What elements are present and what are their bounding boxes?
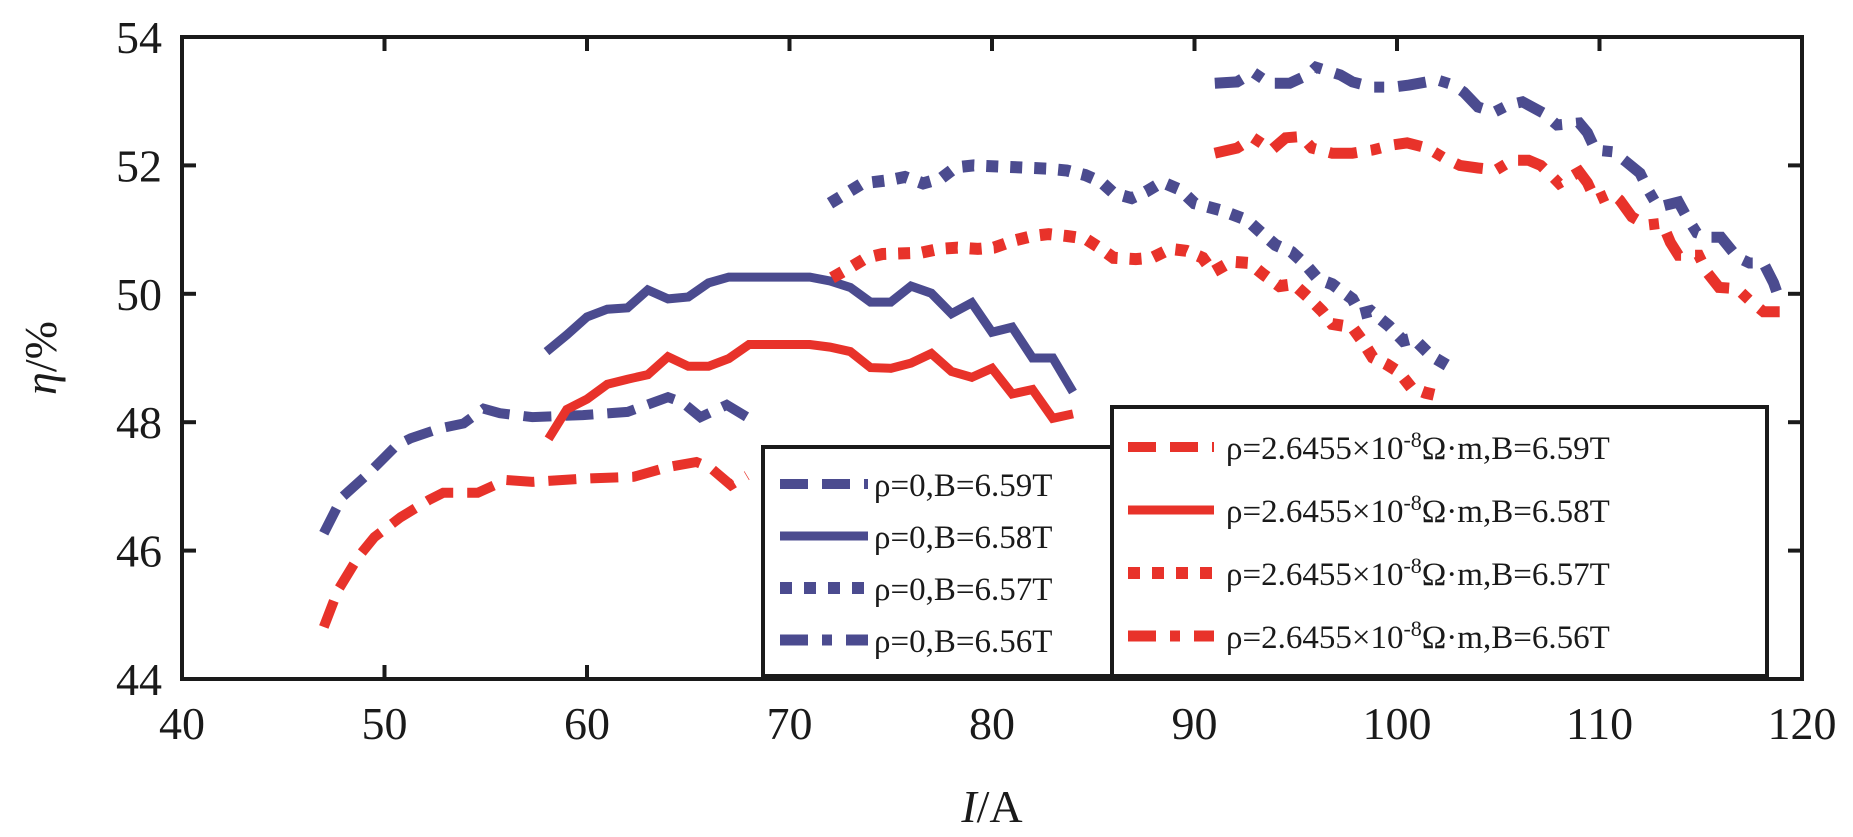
legend-entry-label: ρ=0,B=6.56T	[874, 624, 1052, 660]
legend-entry-label: ρ=0,B=6.57T	[874, 572, 1052, 608]
y-axis-label: η/%	[15, 321, 66, 395]
legend-label-exponent: -8	[1403, 427, 1421, 452]
legend-rho-copper: ρ=2.6455×10-8Ω·m,B=6.59Tρ=2.6455×10-8Ω·m…	[1110, 405, 1769, 678]
legends: ρ=0,B=6.59T ρ=0,B=6.58T ρ=0,B=6.57T ρ=0,B=6…	[761, 405, 1769, 678]
series-line-2	[826, 159, 1459, 376]
y-axis-label-unit: /%	[15, 321, 66, 372]
y-tick-label: 54	[116, 12, 162, 63]
x-tick-label: 70	[767, 698, 813, 749]
legend-label-main: ρ=2.6455×10	[1226, 494, 1403, 530]
x-tick-label: 100	[1363, 698, 1432, 749]
x-axis-label: I/A	[960, 781, 1022, 832]
x-tick-label: 60	[564, 698, 610, 749]
legend-entry-label: ρ=2.6455×10-8Ω·m,B=6.57T	[1226, 553, 1610, 593]
series-line-3	[1214, 60, 1785, 303]
legend-rho-zero: ρ=0,B=6.59T ρ=0,B=6.58T ρ=0,B=6.57T ρ=0,B=6…	[761, 445, 1115, 678]
x-tick-label: 50	[362, 698, 408, 749]
legend-entry-label: ρ=0,B=6.58T	[874, 520, 1052, 556]
y-tick-label: 48	[116, 397, 162, 448]
legend-label-tail: Ω·m,B=6.56T	[1422, 620, 1610, 656]
x-axis-label-var: I	[960, 781, 979, 832]
axes: 40 50 60 70 80 90 100 110 120 44 46 48 50 52 54	[116, 12, 1837, 749]
legend-entry-label: ρ=0,B=6.59T	[874, 468, 1052, 504]
legend-label-exponent: -8	[1403, 490, 1421, 515]
y-tick-label: 46	[116, 526, 162, 577]
legend-entry-label: ρ=2.6455×10-8Ω·m,B=6.56T	[1226, 616, 1610, 656]
series-line-7	[1213, 130, 1780, 318]
legend-entry-label: ρ=2.6455×10-8Ω·m,B=6.59T	[1226, 427, 1610, 467]
y-tick-label: 52	[116, 140, 162, 191]
series-line-0	[319, 391, 750, 536]
x-tick-label: 90	[1172, 698, 1218, 749]
x-axis-ticks: 40 50 60 70 80 90 100 110 120	[159, 37, 1837, 749]
legend-box	[761, 445, 1115, 678]
x-tick-label: 110	[1566, 698, 1633, 749]
x-tick-label: 80	[969, 698, 1015, 749]
y-axis-label-var: η	[15, 372, 66, 395]
series-layer	[319, 60, 1785, 629]
y-tick-label: 44	[116, 654, 162, 705]
series-line-6	[829, 228, 1443, 403]
legend-label-tail: Ω·m,B=6.57T	[1422, 557, 1610, 593]
x-tick-label: 120	[1768, 698, 1837, 749]
legend-label-tail: Ω·m,B=6.59T	[1422, 431, 1610, 467]
y-tick-label: 50	[116, 269, 162, 320]
legend-label-main: ρ=2.6455×10	[1226, 620, 1403, 656]
series-line-5	[544, 340, 1074, 442]
legend-label-exponent: -8	[1403, 553, 1421, 578]
y-axis-ticks: 44 46 48 50 52 54	[116, 12, 1802, 705]
x-axis-label-unit: /A	[977, 781, 1023, 832]
legend-entry-label: ρ=2.6455×10-8Ω·m,B=6.58T	[1226, 490, 1610, 530]
legend-box	[1110, 405, 1769, 678]
legend-label-main: ρ=2.6455×10	[1226, 431, 1403, 467]
x-tick-label: 40	[159, 698, 205, 749]
legend-label-main: ρ=2.6455×10	[1226, 557, 1403, 593]
legend-label-exponent: -8	[1403, 616, 1421, 641]
series-line-4	[319, 456, 750, 629]
series-line-1	[543, 272, 1077, 395]
legend-label-tail: Ω·m,B=6.58T	[1422, 494, 1610, 530]
